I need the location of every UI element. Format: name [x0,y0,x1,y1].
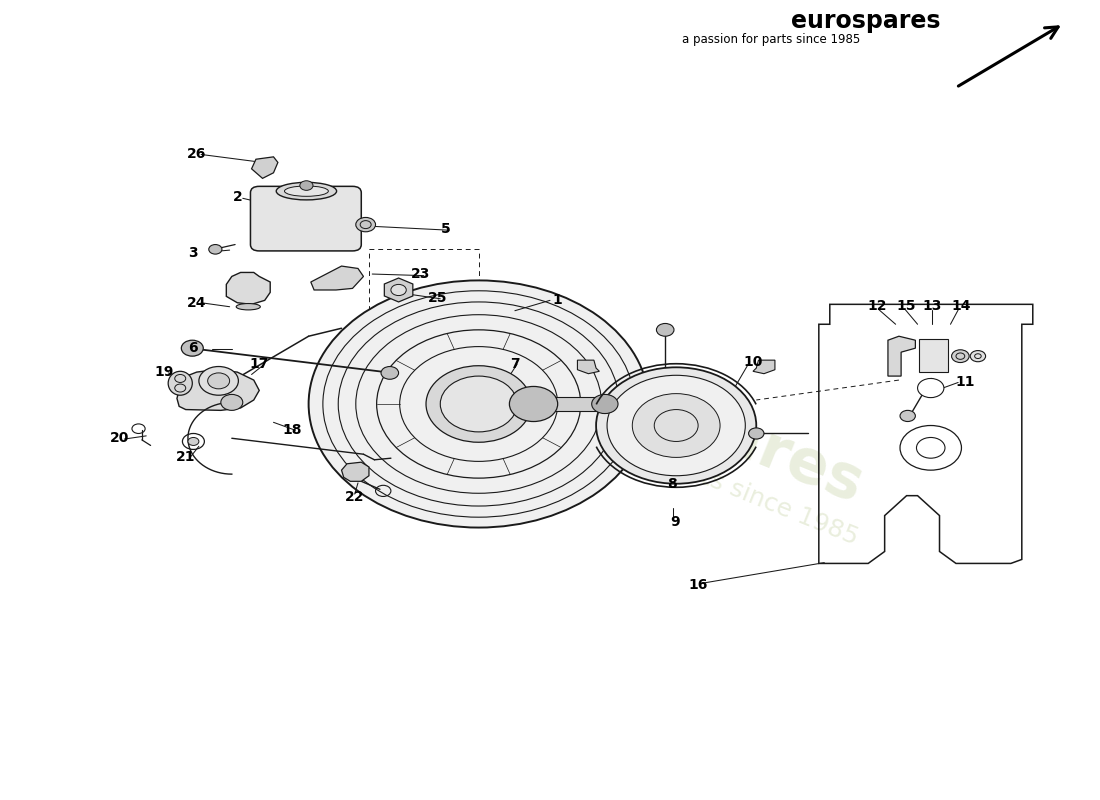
Circle shape [596,367,757,484]
Text: 6: 6 [188,341,198,355]
Circle shape [970,350,986,362]
Polygon shape [311,266,363,290]
Circle shape [592,394,618,414]
Ellipse shape [285,186,329,196]
Polygon shape [341,462,368,482]
Circle shape [309,281,649,527]
Text: 17: 17 [250,357,268,371]
Text: a passion for parts since 1985: a passion for parts since 1985 [682,33,860,46]
Text: 13: 13 [922,299,942,313]
Circle shape [209,245,222,254]
Text: 20: 20 [110,431,130,446]
Circle shape [188,438,199,446]
Polygon shape [252,157,278,178]
Polygon shape [177,370,260,410]
Polygon shape [514,397,605,411]
Text: 12: 12 [867,299,887,313]
Text: 14: 14 [952,299,971,313]
Circle shape [221,394,243,410]
Circle shape [952,350,969,362]
Circle shape [607,375,746,476]
Circle shape [381,366,398,379]
Text: 8: 8 [667,477,676,490]
Polygon shape [384,278,412,302]
Text: 10: 10 [744,354,762,369]
Circle shape [390,285,406,295]
Circle shape [749,428,764,439]
Circle shape [355,218,375,232]
Ellipse shape [168,371,192,395]
Text: 22: 22 [345,490,364,504]
Circle shape [900,426,961,470]
Text: eurospares: eurospares [791,10,940,34]
Text: 21: 21 [176,450,196,464]
Polygon shape [888,336,915,376]
Text: 7: 7 [510,357,519,371]
Circle shape [440,376,517,432]
Circle shape [300,181,313,190]
Polygon shape [754,360,774,374]
Text: 1: 1 [553,294,562,307]
Text: a passion for parts since 1985: a passion for parts since 1985 [502,386,861,550]
Text: 24: 24 [187,296,207,310]
Text: 19: 19 [154,365,174,379]
Circle shape [199,366,239,395]
Text: 5: 5 [441,222,451,235]
FancyBboxPatch shape [251,186,361,251]
Text: 23: 23 [410,267,430,281]
Text: 26: 26 [187,147,207,162]
Text: 25: 25 [428,291,448,305]
Text: eurospares: eurospares [492,316,872,516]
Text: 2: 2 [232,190,242,204]
Ellipse shape [236,303,261,310]
Polygon shape [578,360,600,374]
Circle shape [509,386,558,422]
Circle shape [917,378,944,398]
Circle shape [657,323,674,336]
Text: 3: 3 [188,246,198,259]
Circle shape [208,373,230,389]
Text: 11: 11 [955,374,975,389]
Circle shape [632,394,721,458]
Text: 15: 15 [896,299,916,313]
Polygon shape [918,338,948,372]
Circle shape [182,340,204,356]
Circle shape [426,366,531,442]
Polygon shape [227,273,271,304]
Text: 16: 16 [689,578,707,592]
Circle shape [900,410,915,422]
Ellipse shape [276,182,337,200]
Text: 9: 9 [670,515,680,529]
Text: 18: 18 [283,423,301,438]
